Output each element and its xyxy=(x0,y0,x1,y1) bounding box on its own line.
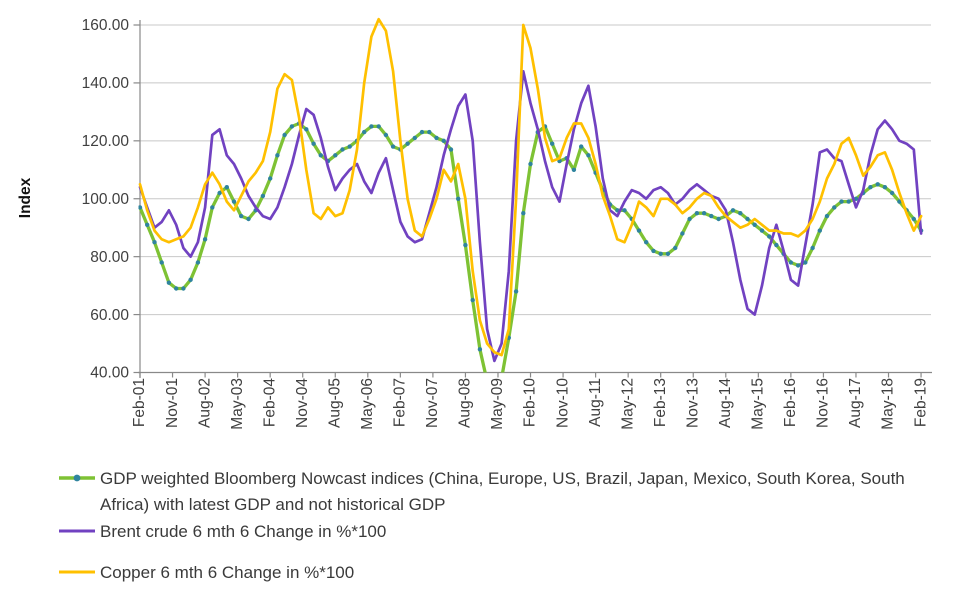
svg-text:Feb-13: Feb-13 xyxy=(652,378,669,427)
legend-item-brent: Brent crude 6 mth 6 Change in %*100 xyxy=(57,519,917,545)
gdp-line-swatch-icon xyxy=(59,474,95,482)
svg-text:Aug-08: Aug-08 xyxy=(457,378,474,428)
x-tick-labels: Feb-01 Nov-01 Aug-02 May-03 Feb-04 Nov-04 Aug-… xyxy=(131,372,929,430)
svg-text:Aug-05: Aug-05 xyxy=(326,378,343,428)
legend-label-gdp-nowcast: GDP weighted Bloomberg Nowcast indices (… xyxy=(100,469,905,514)
svg-text:Nov-10: Nov-10 xyxy=(554,378,571,428)
svg-text:160.00: 160.00 xyxy=(82,17,130,34)
legend-item-gdp-nowcast: GDP weighted Bloomberg Nowcast indices (… xyxy=(57,466,917,517)
svg-text:May-15: May-15 xyxy=(750,378,767,430)
svg-text:Nov-04: Nov-04 xyxy=(294,378,311,428)
svg-text:Aug-02: Aug-02 xyxy=(196,378,213,428)
svg-text:Feb-10: Feb-10 xyxy=(522,378,539,427)
svg-text:Aug-17: Aug-17 xyxy=(847,378,864,428)
svg-text:May-09: May-09 xyxy=(489,378,506,430)
legend-item-copper: Copper 6 mth 6 Change in %*100 xyxy=(57,560,917,586)
svg-text:Aug-11: Aug-11 xyxy=(587,378,604,427)
svg-text:Nov-01: Nov-01 xyxy=(164,378,181,428)
svg-text:Nov-16: Nov-16 xyxy=(815,378,832,428)
svg-text:80.00: 80.00 xyxy=(90,249,129,266)
svg-text:Feb-19: Feb-19 xyxy=(912,378,929,427)
y-axis-title: Index xyxy=(17,177,34,218)
svg-text:40.00: 40.00 xyxy=(90,365,129,382)
svg-text:Aug-14: Aug-14 xyxy=(717,378,734,428)
series-line-copper xyxy=(138,17,923,357)
chart-svg: 40.00 60.00 80.00 100.00 120.00 140.00 160.00 F… xyxy=(17,17,932,430)
svg-text:May-06: May-06 xyxy=(359,378,376,430)
series-line-brent xyxy=(138,69,923,363)
y-tick-labels: 40.00 60.00 80.00 100.00 120.00 140.00 160.00 xyxy=(82,17,140,382)
svg-text:May-12: May-12 xyxy=(619,378,636,430)
legend-label-copper: Copper 6 mth 6 Change in %*100 xyxy=(100,562,355,582)
svg-text:Feb-01: Feb-01 xyxy=(131,378,148,427)
chart-area: 40.00 60.00 80.00 100.00 120.00 140.00 160.00 F… xyxy=(17,17,932,430)
svg-text:Nov-13: Nov-13 xyxy=(684,378,701,428)
brent-line-swatch-icon xyxy=(59,529,95,533)
svg-text:120.00: 120.00 xyxy=(82,133,130,150)
svg-text:140.00: 140.00 xyxy=(82,75,130,92)
svg-text:100.00: 100.00 xyxy=(82,191,130,208)
series-markers-gdp-nowcast xyxy=(138,121,924,352)
legend-label-brent: Brent crude 6 mth 6 Change in %*100 xyxy=(100,522,387,541)
svg-text:Feb-16: Feb-16 xyxy=(782,378,799,427)
chart-legend: GDP weighted Bloomberg Nowcast indices (… xyxy=(57,466,917,585)
svg-text:May-03: May-03 xyxy=(229,378,246,430)
svg-text:Feb-07: Feb-07 xyxy=(392,378,409,427)
svg-text:60.00: 60.00 xyxy=(90,307,129,324)
svg-text:Feb-04: Feb-04 xyxy=(261,378,278,427)
svg-text:May-18: May-18 xyxy=(880,378,897,430)
copper-line-swatch-icon xyxy=(59,570,95,573)
svg-text:Nov-07: Nov-07 xyxy=(424,378,441,428)
